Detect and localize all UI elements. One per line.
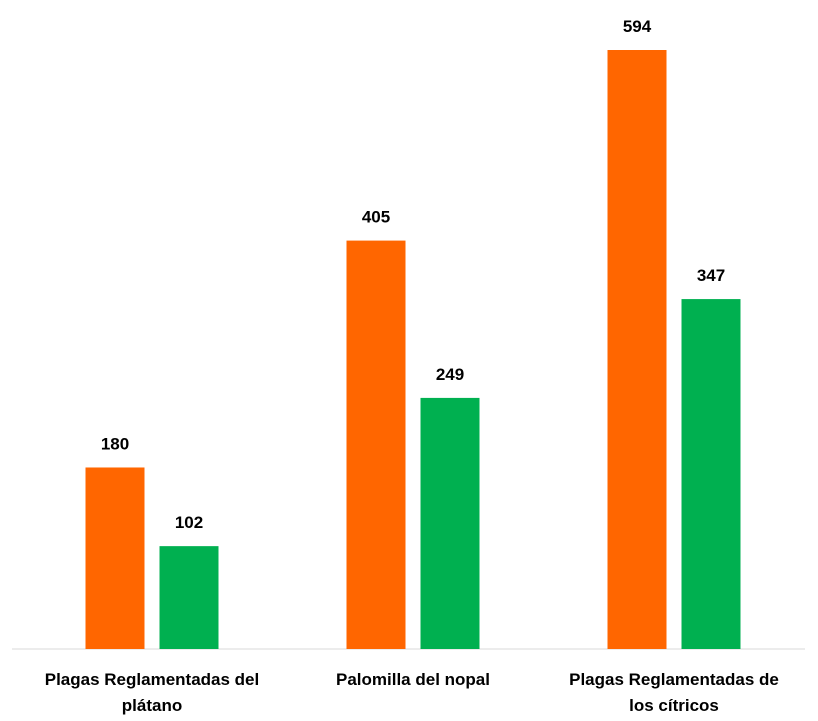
data-label-series-2-category-2: 249	[436, 365, 464, 384]
bar-series-1-category-3	[607, 50, 667, 649]
bars-group	[85, 50, 741, 649]
value-labels-group: 180 102 405 249 594 347	[101, 17, 725, 532]
category-label-3-line-2: los cítricos	[629, 696, 719, 715]
category-labels-group: Plagas Reglamentadas del plátano Palomilla…	[45, 670, 779, 715]
bar-series-1-category-1	[85, 467, 145, 649]
bar-series-2-category-3	[681, 299, 741, 649]
data-label-series-1-category-1: 180	[101, 434, 129, 453]
data-label-series-1-category-2: 405	[362, 208, 390, 227]
category-label-1: Plagas Reglamentadas del plátano	[45, 670, 259, 715]
category-label-3-line-1: Plagas Reglamentadas de	[569, 670, 779, 689]
category-label-2-line-1: Palomilla del nopal	[336, 670, 490, 689]
bar-series-1-category-2	[346, 240, 406, 649]
category-label-1-line-2: plátano	[122, 696, 182, 715]
bar-series-2-category-1	[159, 546, 219, 649]
data-label-series-2-category-1: 102	[175, 513, 203, 532]
data-label-series-2-category-3: 347	[697, 266, 725, 285]
bar-series-2-category-2	[420, 397, 480, 649]
category-label-3: Plagas Reglamentadas de los cítricos	[569, 670, 779, 715]
category-label-2: Palomilla del nopal	[336, 670, 490, 689]
category-label-1-line-1: Plagas Reglamentadas del	[45, 670, 259, 689]
data-label-series-1-category-3: 594	[623, 17, 652, 36]
